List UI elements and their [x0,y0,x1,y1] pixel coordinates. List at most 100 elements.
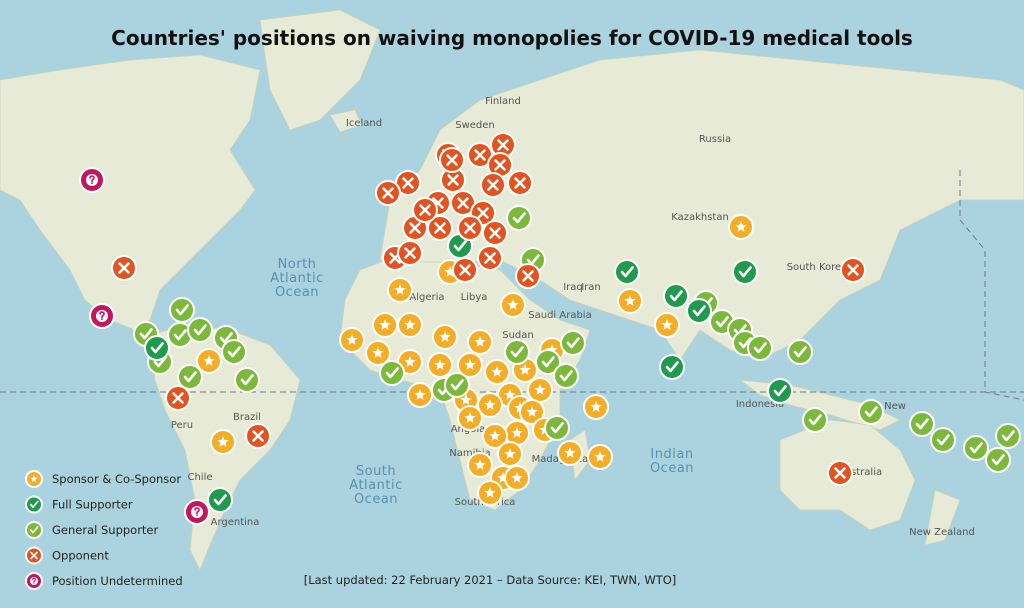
star-icon [30,475,38,483]
footer-note: [Last updated: 22 February 2021 – Data S… [304,573,677,587]
star-icon [511,472,523,483]
check-icon [541,356,555,368]
ocean-label: Atlantic [349,478,402,493]
star-icon [661,319,673,330]
cross-icon [446,154,458,166]
marker [802,407,828,433]
marker [457,352,483,378]
question-icon [99,311,105,321]
marker-circle [379,360,405,386]
check-icon [193,324,207,336]
star-icon [546,344,558,355]
marker [767,378,793,404]
marker [507,170,533,196]
marker-circle [930,427,956,453]
marker-circle [560,330,586,356]
marker [482,423,508,449]
marker-circle [787,339,813,365]
marker [245,423,271,449]
check-icon [1001,430,1015,442]
cross-icon [497,139,509,151]
country-label: Indonesia [736,399,784,410]
marker [909,411,935,437]
marker [659,354,685,380]
marker [387,277,413,303]
marker [544,415,570,441]
marker [480,172,506,198]
marker [617,288,643,314]
check-icon [969,442,983,454]
marker-circle [995,423,1021,449]
cross-icon [484,252,496,264]
marker [497,441,523,467]
star-icon [346,334,358,345]
star-icon [484,487,496,498]
marker [397,240,423,266]
greenland [259,9,381,131]
check-icon [692,305,706,317]
marker-circle [909,411,935,437]
star-icon [534,384,546,395]
legend-label: Full Supporter [52,498,133,512]
marker-circle [535,349,561,375]
check-icon [512,212,526,224]
marker [747,335,773,361]
marker [25,572,43,590]
marker [963,435,989,461]
star-icon [414,389,426,400]
marker [196,348,222,374]
marker [111,255,137,281]
star-icon [590,401,602,412]
marker [444,372,470,398]
marker [177,364,203,390]
marker [827,460,853,486]
check-icon [139,328,153,340]
marker-circle [25,521,43,539]
marker-circle [963,435,989,461]
marker-circle [506,205,532,231]
star-icon [474,459,486,470]
country-label: Finland [485,96,521,107]
legend-label: Opponent [52,549,109,563]
marker-circle [732,259,758,285]
marker [79,167,105,193]
marker [728,214,754,240]
star-icon [444,266,456,277]
check-icon [991,454,1005,466]
marker-circle [544,415,570,441]
check-icon [559,370,573,382]
ocean-label: Ocean [275,285,319,300]
star-icon [491,366,503,377]
marker [686,298,712,324]
marker [365,340,391,366]
check-icon [385,367,399,379]
country-label: Libya [461,292,488,303]
legend-label: Sponsor & Co-Sponsor [52,472,181,486]
marker [25,521,43,539]
marker [395,170,421,196]
check-icon [510,346,524,358]
marker [144,335,170,361]
marker-circle [802,407,828,433]
marker [557,440,583,466]
marker [25,546,43,565]
check-icon [773,385,787,397]
new-zealand [924,489,961,546]
marker [372,312,398,338]
country-label: Sudan [502,330,534,341]
marker [169,297,195,323]
cross-icon [434,222,446,234]
cross-icon [447,174,459,186]
marker-circle [504,339,530,365]
country-label: South Korea [787,262,848,273]
cross-icon [172,392,184,404]
marker [427,352,453,378]
star-icon [474,336,486,347]
eurasia [379,49,1024,361]
marker [397,312,423,338]
marker [506,205,532,231]
ocean-label: Indian [650,447,693,462]
marker [504,465,530,491]
marker-circle [686,298,712,324]
marker-circle [767,378,793,404]
